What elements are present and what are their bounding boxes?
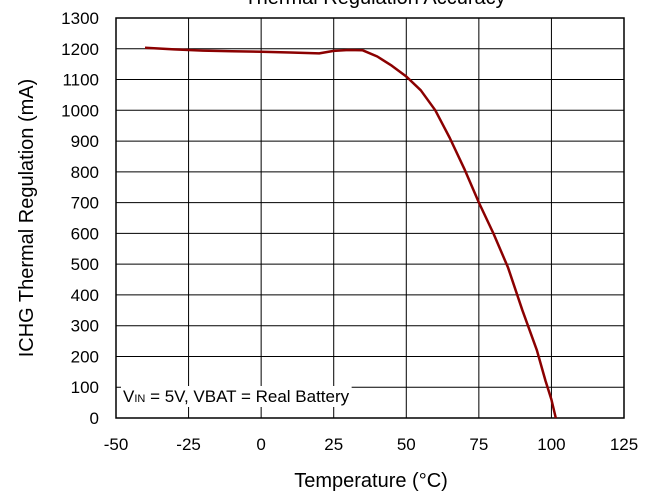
y-tick-label: 800 bbox=[71, 163, 99, 182]
x-tick-label: -50 bbox=[104, 435, 129, 454]
series-group bbox=[144, 46, 558, 419]
series-line bbox=[144, 46, 558, 419]
x-tick-label: 75 bbox=[469, 435, 488, 454]
y-tick-label: 300 bbox=[71, 317, 99, 336]
y-tick-label: 400 bbox=[71, 286, 99, 305]
x-tick-labels: -50 -25 0 25 50 75 100 125 bbox=[104, 435, 638, 454]
chart-title: Thermal Regulation Accuracy bbox=[244, 0, 505, 9]
y-tick-label: 1200 bbox=[61, 40, 99, 59]
y-tick-label: 500 bbox=[71, 255, 99, 274]
annotation-rest: = 5V, VBAT = Real Battery bbox=[145, 387, 349, 406]
y-tick-label: 100 bbox=[71, 378, 99, 397]
y-tick-label: 600 bbox=[71, 224, 99, 243]
y-tick-label: 0 bbox=[90, 409, 99, 428]
y-tick-labels: 0 100 200 300 400 500 600 700 800 900 1000 1100 1200… bbox=[61, 9, 99, 428]
y-tick-label: 1000 bbox=[61, 101, 99, 120]
plot-frame bbox=[115, 17, 625, 419]
annotation-text: VIN = 5V, VBAT = Real Battery bbox=[123, 387, 350, 406]
y-tick-label: 700 bbox=[71, 194, 99, 213]
annotation-box bbox=[121, 386, 352, 407]
y-tick-label: 900 bbox=[71, 132, 99, 151]
x-tick-label: 100 bbox=[537, 435, 565, 454]
x-tick-label: 0 bbox=[256, 435, 265, 454]
x-tick-label: 25 bbox=[324, 435, 343, 454]
x-tick-label: 50 bbox=[397, 435, 416, 454]
x-tick-label: 125 bbox=[610, 435, 638, 454]
y-axis-label: ICHG Thermal Regulation (mA) bbox=[16, 79, 38, 358]
y-tick-label: 1100 bbox=[62, 71, 99, 90]
annotation-prefix: V bbox=[123, 387, 135, 406]
y-tick-label: 200 bbox=[71, 347, 99, 366]
x-axis-label: Temperature (°C) bbox=[294, 470, 448, 492]
y-tick-label: 1300 bbox=[61, 9, 99, 28]
annotation-subscript: IN bbox=[134, 393, 145, 405]
x-tick-label: -25 bbox=[176, 435, 201, 454]
